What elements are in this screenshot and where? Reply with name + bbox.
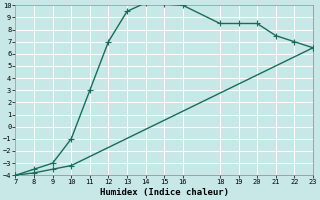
X-axis label: Humidex (Indice chaleur): Humidex (Indice chaleur): [100, 188, 229, 197]
